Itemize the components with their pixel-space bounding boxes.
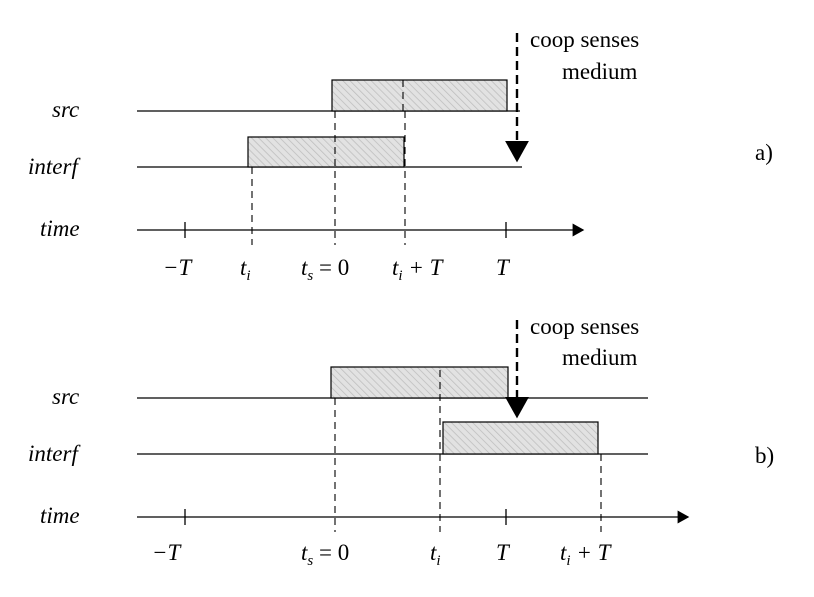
label-part: −T	[163, 255, 194, 280]
panel-label: b)	[755, 443, 774, 468]
label-part: + T	[403, 255, 445, 280]
tick-label: ti + T	[560, 540, 613, 569]
note: medium	[562, 59, 637, 84]
panel-b: src interf time coop senses medium b) −T…	[28, 314, 774, 569]
src-box	[331, 79, 508, 112]
label-part: + T	[571, 540, 613, 565]
label-part: T	[496, 255, 511, 280]
row-label: time	[40, 216, 80, 241]
label-part: s	[307, 268, 313, 284]
ticks	[184, 222, 507, 238]
tick-label: T	[496, 255, 511, 280]
panel-label: a)	[755, 140, 773, 165]
interf-box	[442, 421, 599, 455]
row-label: interf	[28, 154, 81, 179]
note: coop senses	[530, 27, 639, 52]
row-label: time	[40, 503, 80, 528]
note: coop senses	[530, 314, 639, 339]
panel-a: src interf time coop senses medium a) −T…	[28, 27, 773, 284]
row-label: interf	[28, 441, 81, 466]
label-part: t	[301, 255, 308, 280]
label-part: i	[246, 268, 250, 284]
tick-label: ts = 0	[301, 540, 349, 569]
tick-label: −T	[152, 540, 183, 565]
label-part: t	[430, 540, 437, 565]
label-part: −T	[152, 540, 183, 565]
label-part: t	[392, 255, 399, 280]
label-part: = 0	[313, 255, 349, 280]
note: medium	[562, 345, 637, 370]
label-part: t	[301, 540, 308, 565]
label-part: t	[560, 540, 567, 565]
label-part: i	[436, 553, 440, 569]
interf-box	[247, 136, 405, 168]
label-part: T	[496, 540, 511, 565]
label-part: s	[307, 553, 313, 569]
tick-label: ts = 0	[301, 255, 349, 284]
tick-label: −T	[163, 255, 194, 280]
ticks	[184, 509, 507, 525]
tick-label: ti	[430, 540, 441, 569]
label-part: = 0	[313, 540, 349, 565]
src-box	[330, 366, 509, 399]
label-part: t	[240, 255, 247, 280]
tick-label: ti	[240, 255, 251, 284]
label-part: i	[398, 268, 402, 284]
label-part: i	[566, 553, 570, 569]
row-label: src	[52, 97, 79, 122]
tick-label: ti + T	[392, 255, 445, 284]
tick-label: T	[496, 540, 511, 565]
row-label: src	[52, 384, 79, 409]
